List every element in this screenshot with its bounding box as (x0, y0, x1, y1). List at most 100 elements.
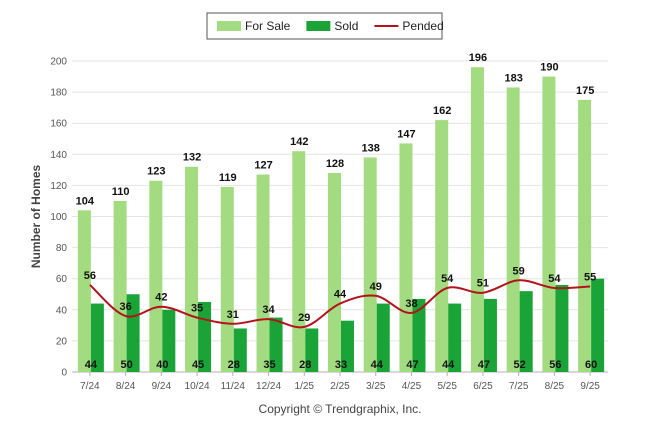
x-tick-label: 1/25 (295, 381, 315, 392)
data-label-sold: 40 (156, 359, 168, 371)
bar-for-sale (506, 87, 520, 372)
bar-sold (126, 294, 140, 372)
bar-sold (483, 298, 497, 372)
data-label-sold: 47 (406, 359, 418, 371)
y-tick-label: 0 (61, 368, 67, 379)
legend-swatch-for-sale (217, 21, 241, 31)
line-pended (89, 279, 591, 329)
y-tick-label: 80 (56, 243, 68, 254)
y-tick-label: 140 (50, 150, 67, 161)
x-tick-label: 7/25 (509, 381, 529, 392)
data-label-pended: 44 (334, 289, 347, 301)
bar-for-sale (363, 157, 377, 372)
data-label-pended: 42 (155, 292, 167, 304)
bar-for-sale (256, 174, 270, 372)
bar-sold (341, 320, 354, 372)
bar-sold (90, 303, 104, 372)
bar-for-sale (578, 99, 592, 372)
data-label-for-sale: 110 (112, 186, 130, 198)
bar-sold (305, 328, 319, 372)
data-label-pended: 55 (584, 271, 596, 283)
bar-for-sale (292, 151, 306, 372)
y-tick-label: 20 (56, 336, 68, 347)
data-label-sold: 47 (478, 359, 490, 371)
data-label-for-sale: 119 (219, 172, 237, 184)
data-label-for-sale: 104 (76, 195, 95, 207)
legend-label-sold: Sold (334, 19, 358, 33)
bar-for-sale (149, 180, 163, 372)
bar-sold (233, 328, 247, 372)
data-label-pended: 51 (477, 278, 489, 290)
bar-sold (376, 303, 390, 372)
bar-sold (448, 303, 462, 372)
data-label-for-sale: 190 (540, 62, 558, 74)
legend-label-for-sale: For Sale (245, 19, 291, 33)
data-label-sold: 45 (192, 359, 204, 371)
data-label-pended: 54 (441, 273, 454, 285)
data-label-pended: 35 (191, 303, 203, 315)
bar-for-sale (113, 200, 127, 372)
bar-for-sale (470, 67, 484, 372)
x-tick-label: 9/24 (152, 381, 172, 392)
bar-sold (555, 284, 569, 372)
y-tick-label: 120 (50, 181, 67, 192)
data-label-pended: 38 (405, 298, 417, 310)
data-label-for-sale: 127 (254, 160, 272, 172)
y-axis-title: Number of Homes (29, 165, 43, 269)
data-label-sold: 44 (442, 359, 455, 371)
data-label-sold: 44 (371, 359, 384, 371)
data-label-pended: 56 (84, 270, 96, 282)
data-label-sold: 35 (263, 359, 275, 371)
data-label-sold: 56 (549, 359, 561, 371)
data-label-sold: 44 (85, 359, 98, 371)
x-tick-label: 5/25 (437, 381, 457, 392)
copyright-text: Copyright © Trendgraphix, Inc. (259, 402, 422, 416)
y-tick-label: 160 (50, 119, 67, 130)
x-tick-label: 7/24 (80, 381, 100, 392)
bar-sold (519, 291, 533, 372)
data-label-pended: 29 (298, 312, 310, 324)
data-label-for-sale: 138 (362, 142, 380, 154)
x-tick-label: 12/24 (256, 381, 281, 392)
x-tick-label: 10/24 (185, 381, 210, 392)
bar-sold (269, 317, 283, 372)
y-tick-label: 180 (50, 88, 67, 99)
x-tick-label: 11/24 (221, 381, 246, 392)
data-label-pended: 59 (513, 265, 525, 277)
x-tick-label: 8/25 (545, 381, 565, 392)
bar-for-sale (435, 120, 449, 372)
y-tick-label: 100 (50, 212, 67, 223)
data-label-sold: 33 (335, 359, 347, 371)
bar-for-sale (399, 143, 413, 372)
legend-label-pended: Pended (402, 19, 443, 33)
x-tick-label: 9/25 (580, 381, 600, 392)
data-label-for-sale: 128 (326, 158, 344, 170)
x-tick-label: 6/25 (473, 381, 493, 392)
bar-for-sale (77, 210, 91, 372)
x-tick-label: 2/25 (330, 381, 350, 392)
y-tick-label: 200 (50, 57, 67, 68)
data-label-for-sale: 132 (183, 152, 201, 164)
legend-swatch-sold (306, 21, 331, 31)
data-label-for-sale: 123 (147, 166, 165, 178)
data-label-for-sale: 147 (397, 128, 415, 140)
data-label-sold: 52 (514, 359, 526, 371)
data-label-pended: 31 (227, 309, 239, 321)
bar-sold (412, 298, 426, 372)
data-label-pended: 36 (119, 301, 131, 313)
bar-sold (162, 309, 176, 372)
data-label-sold: 50 (120, 359, 132, 371)
data-label-pended: 49 (370, 281, 382, 293)
data-label-for-sale: 183 (504, 72, 522, 84)
bar-for-sale (328, 172, 341, 372)
x-tick-label: 3/25 (366, 381, 386, 392)
data-label-pended: 54 (548, 273, 561, 285)
data-label-sold: 28 (228, 359, 240, 371)
y-tick-label: 40 (56, 305, 68, 316)
data-label-for-sale: 175 (576, 85, 594, 97)
bar-sold (591, 278, 605, 372)
bar-for-sale (542, 76, 556, 373)
bar-for-sale (220, 186, 234, 372)
